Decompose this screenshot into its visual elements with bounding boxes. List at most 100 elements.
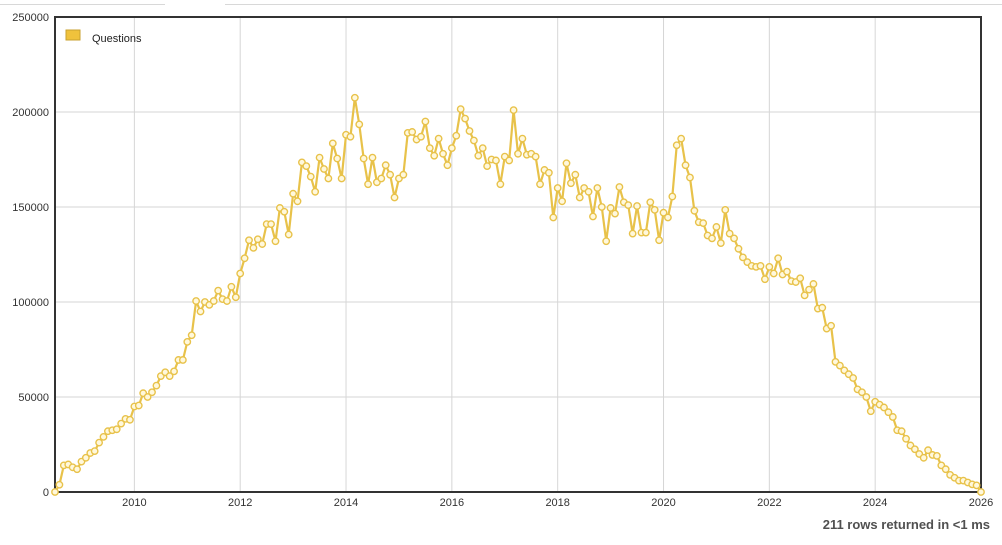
- data-point: [134, 401, 143, 410]
- data-point: [544, 168, 553, 177]
- data-point: [417, 132, 425, 141]
- data-point: [615, 183, 624, 191]
- data-point: [708, 234, 716, 243]
- data-point: [320, 165, 328, 173]
- data-point: [258, 240, 267, 248]
- data-point: [253, 235, 262, 244]
- data-point: [399, 170, 408, 179]
- data-point: [112, 425, 121, 434]
- data-point: [183, 337, 192, 346]
- data-point: [783, 267, 791, 276]
- y-tick-label: 200000: [12, 107, 49, 119]
- data-point: [148, 388, 156, 397]
- data-point: [302, 162, 311, 171]
- data-point: [567, 179, 575, 188]
- data-point: [664, 213, 672, 222]
- data-point: [712, 223, 721, 231]
- data-point: [880, 403, 888, 412]
- data-point: [99, 432, 108, 441]
- x-tick-label: 2022: [757, 497, 781, 509]
- data-point: [328, 139, 337, 148]
- data-point: [553, 184, 562, 192]
- data-point: [628, 229, 637, 238]
- data-point: [756, 261, 765, 270]
- data-point: [972, 481, 981, 490]
- data-point: [443, 161, 452, 170]
- data-point: [836, 361, 844, 370]
- data-point: [178, 356, 187, 364]
- data-point: [686, 173, 694, 182]
- x-tick-label: 2010: [122, 497, 146, 509]
- data-point: [514, 149, 522, 158]
- data-point: [51, 488, 59, 496]
- data-point: [562, 159, 571, 168]
- data-point: [474, 151, 483, 160]
- data-point: [597, 203, 606, 211]
- data-point: [386, 170, 395, 179]
- tab-edge-right: [225, 0, 1002, 5]
- data-point: [447, 144, 456, 153]
- data-point: [231, 293, 240, 302]
- data-point: [933, 451, 941, 460]
- data-point: [734, 244, 743, 253]
- series-markers-questions: [51, 93, 985, 496]
- data-point: [311, 187, 320, 196]
- data-point: [897, 427, 906, 436]
- data-point: [289, 189, 298, 198]
- data-point: [761, 275, 769, 284]
- data-point: [333, 154, 342, 163]
- data-point: [646, 198, 655, 207]
- data-point: [941, 465, 950, 474]
- x-tick-label: 2020: [651, 497, 675, 509]
- data-point: [690, 206, 699, 215]
- data-point: [483, 162, 492, 171]
- data-point: [81, 453, 90, 462]
- data-point: [606, 204, 615, 212]
- data-point: [421, 117, 430, 126]
- data-point: [434, 134, 443, 143]
- data-point: [364, 180, 372, 189]
- data-point: [346, 132, 355, 141]
- data-point: [425, 144, 434, 153]
- data-point: [408, 128, 417, 136]
- data-point: [315, 153, 324, 162]
- x-tick-label: 2018: [545, 497, 569, 509]
- data-point: [143, 393, 152, 401]
- data-point: [90, 447, 99, 456]
- y-tick-label: 50000: [18, 392, 49, 404]
- data-point: [324, 174, 333, 183]
- data-point: [271, 237, 280, 246]
- data-point: [593, 184, 602, 192]
- data-point: [849, 374, 858, 382]
- data-point: [765, 262, 774, 271]
- data-point: [236, 269, 245, 278]
- data-point: [672, 141, 681, 150]
- data-point: [796, 274, 805, 283]
- data-point: [152, 381, 161, 390]
- data-point: [602, 237, 611, 246]
- data-point: [377, 174, 386, 183]
- data-point: [505, 156, 514, 165]
- data-point: [456, 105, 465, 114]
- data-point: [884, 408, 893, 417]
- data-point: [214, 286, 223, 295]
- data-point: [293, 197, 302, 206]
- data-point: [478, 144, 487, 153]
- data-point: [306, 172, 315, 181]
- data-point: [170, 367, 178, 376]
- data-point: [531, 152, 540, 161]
- data-point: [223, 297, 231, 305]
- data-point: [862, 393, 871, 401]
- data-point: [280, 207, 289, 216]
- data-point: [611, 209, 619, 218]
- data-point: [902, 434, 910, 443]
- tab-edge-left: [0, 0, 165, 5]
- data-point: [769, 269, 778, 278]
- data-point: [866, 407, 875, 416]
- data-point: [196, 307, 205, 316]
- data-point: [809, 280, 818, 288]
- data-point: [818, 303, 827, 312]
- legend: Questions: [65, 29, 142, 45]
- data-point: [721, 205, 730, 214]
